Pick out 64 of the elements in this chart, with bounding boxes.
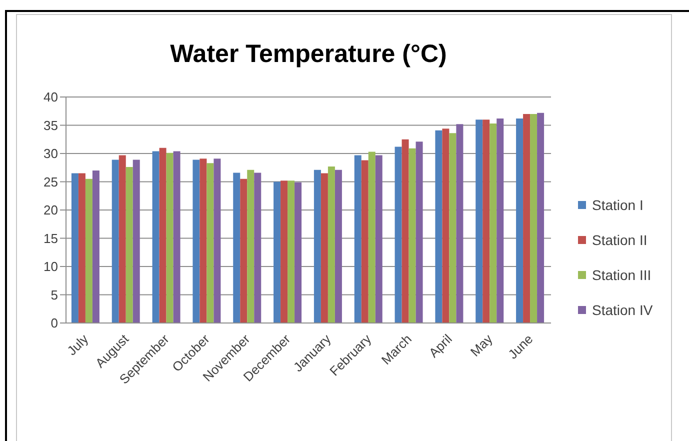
legend-label: Station IV	[592, 302, 653, 318]
bar	[166, 152, 174, 323]
bar	[354, 155, 362, 323]
bar	[314, 170, 321, 323]
bar	[233, 172, 240, 323]
bar	[112, 160, 119, 323]
bar	[361, 160, 368, 323]
bar	[78, 173, 86, 323]
bar	[375, 155, 382, 323]
bar	[159, 148, 166, 323]
bar	[294, 182, 302, 323]
bar	[288, 180, 295, 323]
y-tick-label: 5	[50, 287, 58, 302]
bar	[496, 118, 504, 323]
bar	[516, 118, 524, 323]
bar	[416, 142, 423, 323]
bar	[490, 124, 497, 323]
bar	[523, 114, 530, 323]
bar	[530, 114, 538, 323]
bar	[118, 155, 126, 323]
bar	[192, 160, 200, 323]
bar	[240, 178, 248, 323]
bar	[482, 120, 490, 323]
bar	[449, 133, 456, 323]
bar	[435, 130, 442, 323]
y-tick-label: 10	[44, 259, 58, 274]
bar	[368, 152, 376, 323]
bar	[537, 112, 544, 323]
legend-label: Station III	[592, 267, 652, 283]
y-tick-label: 0	[50, 316, 58, 331]
y-tick-label: 15	[44, 230, 58, 246]
chart-title: Water Temperature (°C)	[169, 39, 448, 69]
bar	[394, 146, 402, 323]
bar	[274, 182, 281, 323]
y-tick-label: 30	[44, 146, 58, 162]
legend-label: Station II	[592, 232, 648, 248]
bar	[456, 124, 464, 323]
y-tick-label: 40	[44, 90, 58, 105]
bar	[132, 160, 140, 323]
bar	[328, 166, 335, 323]
bar	[173, 151, 180, 323]
bar	[476, 120, 483, 323]
bar	[402, 139, 409, 323]
bar	[442, 128, 450, 323]
bar	[334, 170, 342, 323]
bar	[71, 173, 78, 323]
x-tick-label: May	[467, 330, 496, 360]
x-tick-label: July	[64, 330, 92, 358]
bar	[200, 158, 207, 323]
bar	[214, 158, 221, 323]
bar	[320, 173, 328, 323]
bar	[247, 170, 254, 323]
bar	[92, 170, 100, 323]
bar	[254, 172, 262, 323]
bar	[408, 148, 416, 323]
bar	[280, 180, 288, 323]
bar	[152, 151, 160, 323]
bar	[206, 163, 214, 323]
legend-label: Station I	[592, 197, 644, 213]
y-tick-label: 20	[44, 202, 58, 218]
y-tick-label: 25	[44, 174, 58, 190]
y-tick-label: 35	[44, 118, 58, 133]
bar	[85, 178, 92, 323]
bar	[126, 167, 133, 323]
